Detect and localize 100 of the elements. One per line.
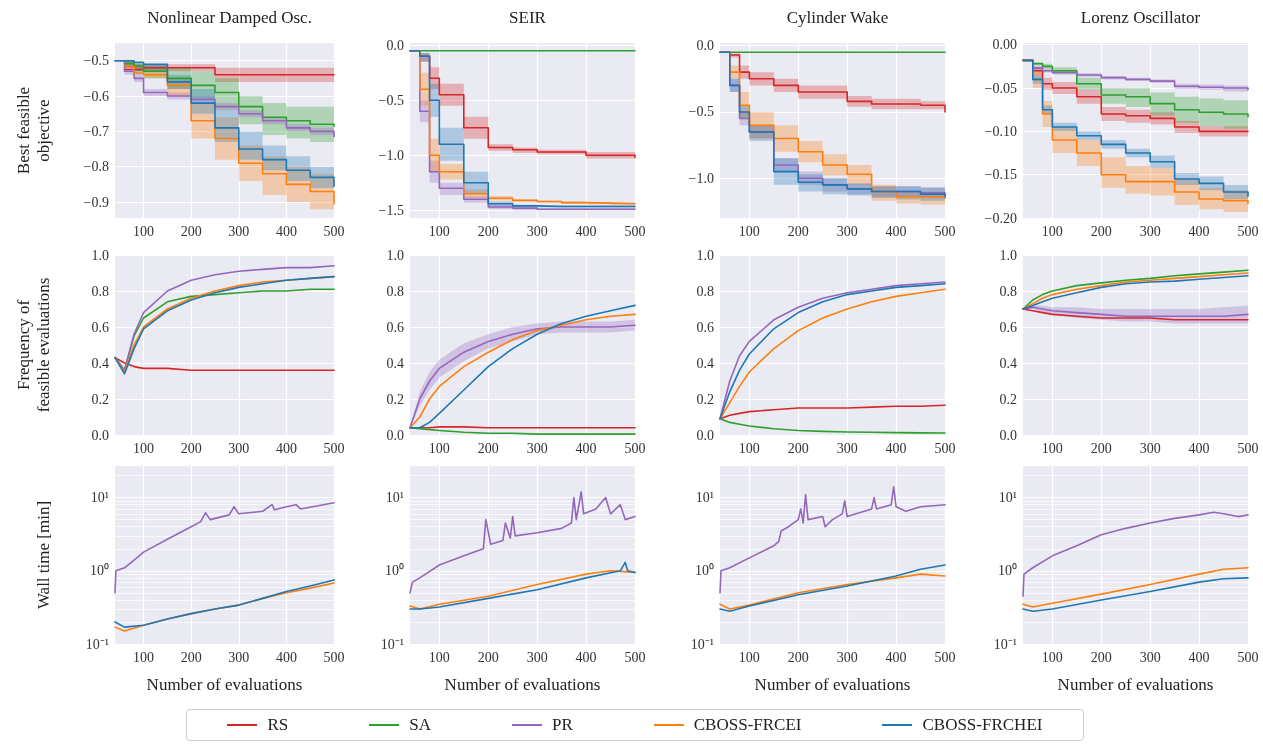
x-axis-title: Number of evaluations xyxy=(1057,674,1214,694)
x-tick-label: 100 xyxy=(133,440,155,456)
x-tick-label: 200 xyxy=(1090,440,1112,456)
y-tick-label: 0.6 xyxy=(696,319,714,335)
x-tick-label: 300 xyxy=(228,440,250,456)
y-tick-label: 0.00 xyxy=(992,37,1017,53)
x-tick-label: 100 xyxy=(738,223,760,239)
y-tick-label: 0.4 xyxy=(386,355,404,371)
x-axis-title: Number of evaluations xyxy=(146,674,303,694)
y-tick-label: 1.0 xyxy=(999,247,1017,263)
y-axis-title: Wall time [min] xyxy=(33,500,53,610)
x-tick-label: 400 xyxy=(575,440,597,456)
x-tick-label: 200 xyxy=(477,440,499,456)
y-tick-label: 10⁰ xyxy=(998,563,1017,579)
x-tick-label: 500 xyxy=(934,440,956,456)
x-tick-label: 400 xyxy=(885,223,907,239)
y-axis-title: Best feasible objective xyxy=(13,86,53,175)
x-tick-label: 500 xyxy=(1237,223,1259,239)
y-tick-label: 0.6 xyxy=(91,319,109,335)
x-tick-label: 300 xyxy=(526,649,548,665)
y-tick-label: 10⁻¹ xyxy=(993,636,1017,652)
y-tick-label: −1.5 xyxy=(378,202,404,218)
x-tick-label: 100 xyxy=(1041,223,1063,239)
x-tick-label: 500 xyxy=(323,440,345,456)
x-tick-label: 100 xyxy=(133,223,155,239)
x-tick-label: 300 xyxy=(1139,649,1161,665)
chart-title: Nonlinear Damped Osc. xyxy=(147,8,312,27)
x-tick-label: 500 xyxy=(1237,649,1259,665)
y-tick-label: 0.2 xyxy=(696,391,714,407)
y-tick-label: 1.0 xyxy=(91,247,109,263)
x-tick-label: 400 xyxy=(575,649,597,665)
legend-label: SA xyxy=(409,715,431,735)
y-tick-label: 0.8 xyxy=(91,283,109,299)
y-tick-label: 0.8 xyxy=(696,283,714,299)
y-tick-label: 10¹ xyxy=(90,490,109,506)
x-tick-label: 500 xyxy=(624,649,646,665)
x-tick-label: 100 xyxy=(1041,440,1063,456)
x-axis-title: Number of evaluations xyxy=(754,674,911,694)
x-tick-label: 400 xyxy=(885,440,907,456)
chart-title: SEIR xyxy=(509,8,547,27)
x-tick-label: 300 xyxy=(836,649,858,665)
y-tick-label: 0.0 xyxy=(999,427,1017,443)
x-tick-label: 200 xyxy=(477,649,499,665)
x-tick-label: 500 xyxy=(323,223,345,239)
y-tick-label: 10⁰ xyxy=(695,563,714,579)
y-tick-label: 0.0 xyxy=(386,427,404,443)
y-tick-label: 10⁻¹ xyxy=(380,636,404,652)
x-axis-title: Number of evaluations xyxy=(444,674,601,694)
y-tick-label: 0.4 xyxy=(696,355,714,371)
x-tick-label: 200 xyxy=(787,223,809,239)
x-tick-label: 300 xyxy=(526,440,548,456)
y-tick-label: −0.05 xyxy=(984,80,1017,96)
x-tick-label: 500 xyxy=(934,649,956,665)
y-tick-label: −0.8 xyxy=(83,159,109,175)
y-tick-label: 0.8 xyxy=(386,283,404,299)
y-tick-label: 0.0 xyxy=(91,427,109,443)
y-tick-label: −0.6 xyxy=(83,88,109,104)
y-tick-label: 0.2 xyxy=(386,391,404,407)
y-tick-label: 10⁻¹ xyxy=(690,636,714,652)
x-tick-label: 200 xyxy=(180,440,202,456)
y-tick-label: 10⁰ xyxy=(385,563,404,579)
x-tick-label: 500 xyxy=(624,440,646,456)
x-tick-label: 400 xyxy=(1188,223,1210,239)
x-tick-label: 400 xyxy=(275,649,297,665)
chart-title: Cylinder Wake xyxy=(786,8,889,27)
y-tick-label: −0.20 xyxy=(984,210,1017,226)
y-tick-label: −0.5 xyxy=(688,104,714,120)
x-tick-label: 500 xyxy=(1237,440,1259,456)
x-tick-label: 300 xyxy=(1139,223,1161,239)
x-tick-label: 400 xyxy=(275,440,297,456)
x-tick-label: 300 xyxy=(836,440,858,456)
y-tick-label: 0.2 xyxy=(91,391,109,407)
y-tick-label: −0.9 xyxy=(83,194,109,210)
y-tick-label: −0.10 xyxy=(984,123,1017,139)
x-tick-label: 300 xyxy=(526,223,548,239)
y-tick-label: 0.8 xyxy=(999,283,1017,299)
y-tick-label: −0.5 xyxy=(83,53,109,69)
y-tick-label: 0.6 xyxy=(386,319,404,335)
y-tick-label: 0.4 xyxy=(999,355,1017,371)
x-tick-label: 400 xyxy=(885,649,907,665)
x-tick-label: 400 xyxy=(1188,649,1210,665)
legend-label: RS xyxy=(267,715,289,735)
x-tick-label: 200 xyxy=(1090,223,1112,239)
y-tick-label: 1.0 xyxy=(696,247,714,263)
y-tick-label: 10⁰ xyxy=(90,563,109,579)
y-tick-label: 10⁻¹ xyxy=(85,636,109,652)
x-tick-label: 100 xyxy=(428,440,450,456)
x-tick-label: 300 xyxy=(836,223,858,239)
y-tick-label: 10¹ xyxy=(695,490,714,506)
y-tick-label: 0.2 xyxy=(999,391,1017,407)
x-tick-label: 300 xyxy=(228,649,250,665)
chart-title: Lorenz Oscillator xyxy=(1080,8,1201,27)
x-tick-label: 200 xyxy=(477,223,499,239)
x-tick-label: 100 xyxy=(428,223,450,239)
x-tick-label: 100 xyxy=(428,649,450,665)
x-tick-label: 200 xyxy=(787,440,809,456)
legend-label: PR xyxy=(551,715,573,735)
y-tick-label: 0.0 xyxy=(696,38,714,54)
y-tick-label: 0.4 xyxy=(91,355,109,371)
x-tick-label: 300 xyxy=(228,223,250,239)
